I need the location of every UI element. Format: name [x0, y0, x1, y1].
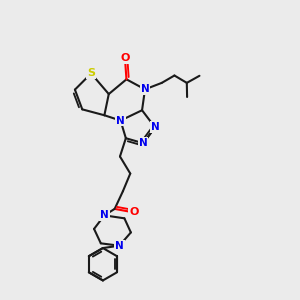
Text: N: N	[116, 116, 125, 126]
Text: N: N	[141, 84, 149, 94]
Text: N: N	[100, 210, 109, 220]
Text: S: S	[87, 68, 95, 78]
Text: O: O	[129, 207, 139, 218]
Text: N: N	[151, 122, 159, 132]
Text: N: N	[139, 138, 148, 148]
Text: O: O	[120, 53, 130, 63]
Text: N: N	[115, 241, 124, 251]
